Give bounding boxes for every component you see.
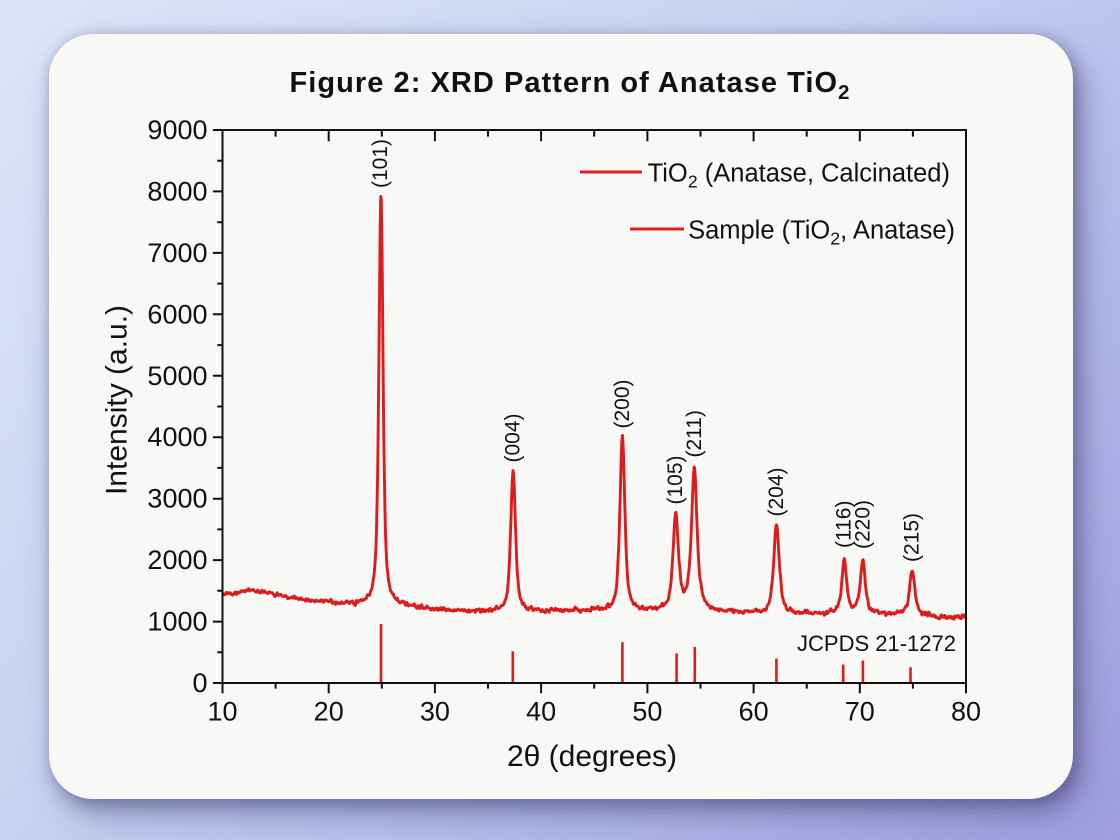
svg-text:Sample (TiO2, Anatase): Sample (TiO2, Anatase): [688, 217, 955, 249]
svg-text:50: 50: [632, 697, 662, 727]
svg-text:8000: 8000: [147, 176, 207, 206]
svg-text:(004): (004): [502, 413, 525, 462]
svg-text:80: 80: [951, 697, 981, 727]
svg-text:40: 40: [526, 697, 556, 727]
svg-text:(204): (204): [765, 467, 788, 516]
svg-text:(105): (105): [664, 455, 687, 504]
svg-text:20: 20: [314, 697, 344, 727]
svg-text:(220): (220): [851, 500, 874, 549]
svg-text:70: 70: [845, 697, 875, 727]
svg-text:5000: 5000: [147, 361, 207, 391]
svg-text:2000: 2000: [147, 545, 207, 575]
svg-text:Figure 2: XRD Pattern of Anata: Figure 2: XRD Pattern of Anatase TiO2: [290, 67, 851, 104]
svg-text:2θ (degrees): 2θ (degrees): [507, 740, 677, 773]
svg-text:(200): (200): [611, 379, 634, 428]
svg-text:9000: 9000: [147, 115, 207, 145]
svg-text:6000: 6000: [147, 299, 207, 329]
svg-text:30: 30: [420, 697, 450, 727]
svg-text:0: 0: [192, 668, 207, 698]
svg-text:3000: 3000: [147, 484, 207, 514]
svg-text:60: 60: [739, 697, 769, 727]
svg-text:TiO2 (Anatase, Calcinated): TiO2 (Anatase, Calcinated): [648, 160, 950, 192]
svg-text:1000: 1000: [147, 607, 207, 637]
svg-text:(211): (211): [683, 410, 706, 457]
svg-text:JCPDS 21-1272: JCPDS 21-1272: [797, 631, 956, 656]
svg-text:Intensity (a.u.): Intensity (a.u.): [101, 305, 134, 495]
svg-text:7000: 7000: [147, 238, 207, 268]
svg-text:10: 10: [207, 697, 237, 727]
svg-text:(116): (116): [833, 501, 856, 548]
svg-text:4000: 4000: [147, 422, 207, 452]
svg-text:(215): (215): [901, 513, 924, 562]
svg-text:(101): (101): [369, 139, 392, 188]
